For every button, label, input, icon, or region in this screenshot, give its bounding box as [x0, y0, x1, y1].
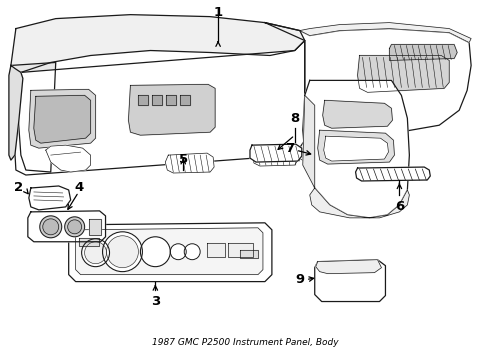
Polygon shape — [310, 188, 409, 218]
Text: 2: 2 — [14, 181, 24, 194]
Text: 4: 4 — [74, 181, 83, 194]
Text: 3: 3 — [151, 294, 160, 307]
Circle shape — [102, 232, 143, 272]
Circle shape — [40, 216, 62, 238]
Polygon shape — [9, 66, 23, 160]
Text: 1987 GMC P2500 Instrument Panel, Body: 1987 GMC P2500 Instrument Panel, Body — [152, 338, 338, 347]
Circle shape — [171, 244, 186, 260]
Circle shape — [184, 244, 200, 260]
Polygon shape — [46, 145, 91, 172]
Circle shape — [43, 219, 59, 235]
Polygon shape — [303, 80, 409, 218]
Text: 1: 1 — [214, 6, 222, 19]
Polygon shape — [11, 62, 56, 172]
Text: 8: 8 — [290, 112, 299, 125]
Polygon shape — [303, 95, 315, 188]
Text: 9: 9 — [295, 273, 304, 286]
Polygon shape — [356, 167, 430, 181]
Polygon shape — [28, 211, 105, 242]
Polygon shape — [78, 238, 98, 246]
Polygon shape — [128, 84, 215, 135]
Polygon shape — [207, 243, 225, 257]
Polygon shape — [250, 144, 302, 162]
Polygon shape — [11, 41, 305, 175]
Polygon shape — [75, 228, 263, 275]
Polygon shape — [152, 95, 162, 105]
Polygon shape — [390, 45, 457, 60]
Polygon shape — [358, 55, 449, 92]
Polygon shape — [11, 15, 305, 80]
Polygon shape — [252, 146, 298, 166]
Circle shape — [106, 236, 138, 268]
Polygon shape — [324, 136, 389, 161]
Circle shape — [82, 239, 110, 267]
Text: 7: 7 — [285, 141, 294, 155]
Polygon shape — [69, 223, 272, 282]
Polygon shape — [166, 95, 176, 105]
Circle shape — [68, 220, 82, 234]
Polygon shape — [323, 100, 392, 128]
Polygon shape — [316, 260, 382, 274]
Polygon shape — [29, 186, 71, 210]
Text: 5: 5 — [179, 153, 188, 166]
Circle shape — [65, 217, 85, 237]
Polygon shape — [138, 95, 148, 105]
Text: 6: 6 — [395, 200, 404, 213]
Polygon shape — [180, 95, 190, 105]
Polygon shape — [89, 219, 100, 235]
Polygon shape — [240, 250, 258, 258]
Polygon shape — [228, 243, 253, 257]
Polygon shape — [265, 23, 471, 140]
Circle shape — [85, 242, 106, 264]
Polygon shape — [165, 153, 214, 173]
Polygon shape — [29, 89, 96, 148]
Polygon shape — [315, 260, 386, 302]
Circle shape — [141, 237, 171, 267]
Polygon shape — [34, 95, 91, 143]
Polygon shape — [300, 23, 471, 42]
Polygon shape — [318, 130, 394, 164]
